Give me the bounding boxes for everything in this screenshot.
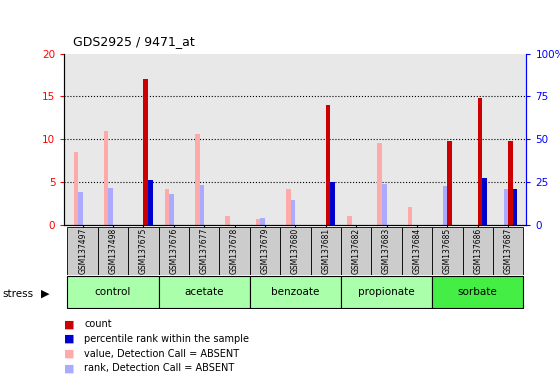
FancyBboxPatch shape <box>432 276 524 308</box>
Text: GSM137497: GSM137497 <box>78 227 87 274</box>
Bar <box>286 189 291 225</box>
Text: GSM137675: GSM137675 <box>139 227 148 274</box>
FancyBboxPatch shape <box>67 227 98 275</box>
FancyBboxPatch shape <box>371 227 402 275</box>
Text: percentile rank within the sample: percentile rank within the sample <box>84 334 249 344</box>
Text: GSM137677: GSM137677 <box>200 227 209 274</box>
Bar <box>447 141 452 225</box>
FancyBboxPatch shape <box>67 276 158 308</box>
Text: GSM137685: GSM137685 <box>443 227 452 274</box>
Text: GSM137680: GSM137680 <box>291 227 300 274</box>
Text: GSM137687: GSM137687 <box>503 227 512 274</box>
Bar <box>143 79 148 225</box>
Bar <box>291 200 295 225</box>
Bar <box>347 216 352 225</box>
Text: benzoate: benzoate <box>271 287 320 297</box>
FancyBboxPatch shape <box>250 227 280 275</box>
Text: GSM137498: GSM137498 <box>109 227 118 274</box>
Bar <box>482 178 487 225</box>
Bar <box>478 98 482 225</box>
Text: stress: stress <box>3 289 34 299</box>
Bar <box>165 189 169 225</box>
Bar <box>377 144 382 225</box>
FancyBboxPatch shape <box>402 227 432 275</box>
Bar <box>326 105 330 225</box>
Text: value, Detection Call = ABSENT: value, Detection Call = ABSENT <box>84 349 239 359</box>
Text: count: count <box>84 319 111 329</box>
Bar <box>109 188 113 225</box>
FancyBboxPatch shape <box>463 227 493 275</box>
Text: propionate: propionate <box>358 287 415 297</box>
Text: GSM137679: GSM137679 <box>260 227 269 274</box>
Bar <box>195 134 200 225</box>
FancyBboxPatch shape <box>128 227 158 275</box>
FancyBboxPatch shape <box>250 276 341 308</box>
Bar <box>260 218 265 225</box>
FancyBboxPatch shape <box>220 227 250 275</box>
Bar <box>226 216 230 225</box>
FancyBboxPatch shape <box>158 227 189 275</box>
Bar <box>169 194 174 225</box>
Bar <box>73 152 78 225</box>
Text: GSM137682: GSM137682 <box>352 227 361 274</box>
Bar <box>330 182 335 225</box>
Text: GSM137683: GSM137683 <box>382 227 391 274</box>
Text: rank, Detection Call = ABSENT: rank, Detection Call = ABSENT <box>84 363 234 373</box>
FancyBboxPatch shape <box>432 227 463 275</box>
Text: ■: ■ <box>64 363 75 373</box>
Bar <box>513 189 517 225</box>
Text: GSM137678: GSM137678 <box>230 227 239 274</box>
Bar <box>78 192 83 225</box>
Text: ■: ■ <box>64 319 75 329</box>
Text: acetate: acetate <box>184 287 224 297</box>
Text: GSM137684: GSM137684 <box>413 227 422 274</box>
FancyBboxPatch shape <box>189 227 220 275</box>
Text: GSM137681: GSM137681 <box>321 227 330 274</box>
Bar <box>508 141 513 225</box>
Bar <box>443 186 447 225</box>
FancyBboxPatch shape <box>158 276 250 308</box>
Bar <box>200 185 204 225</box>
Text: ■: ■ <box>64 349 75 359</box>
FancyBboxPatch shape <box>341 227 371 275</box>
Bar <box>256 218 260 225</box>
Text: GSM137686: GSM137686 <box>473 227 482 274</box>
FancyBboxPatch shape <box>493 227 524 275</box>
Bar <box>408 207 412 225</box>
Bar <box>104 131 109 225</box>
FancyBboxPatch shape <box>311 227 341 275</box>
FancyBboxPatch shape <box>280 227 311 275</box>
Text: GSM137676: GSM137676 <box>169 227 178 274</box>
FancyBboxPatch shape <box>98 227 128 275</box>
Text: control: control <box>95 287 131 297</box>
Bar <box>148 180 152 225</box>
Bar <box>503 189 508 225</box>
Text: GDS2925 / 9471_at: GDS2925 / 9471_at <box>73 35 194 48</box>
Text: ■: ■ <box>64 334 75 344</box>
Bar <box>382 184 386 225</box>
FancyBboxPatch shape <box>341 276 432 308</box>
Text: sorbate: sorbate <box>458 287 498 297</box>
Text: ▶: ▶ <box>41 289 49 299</box>
